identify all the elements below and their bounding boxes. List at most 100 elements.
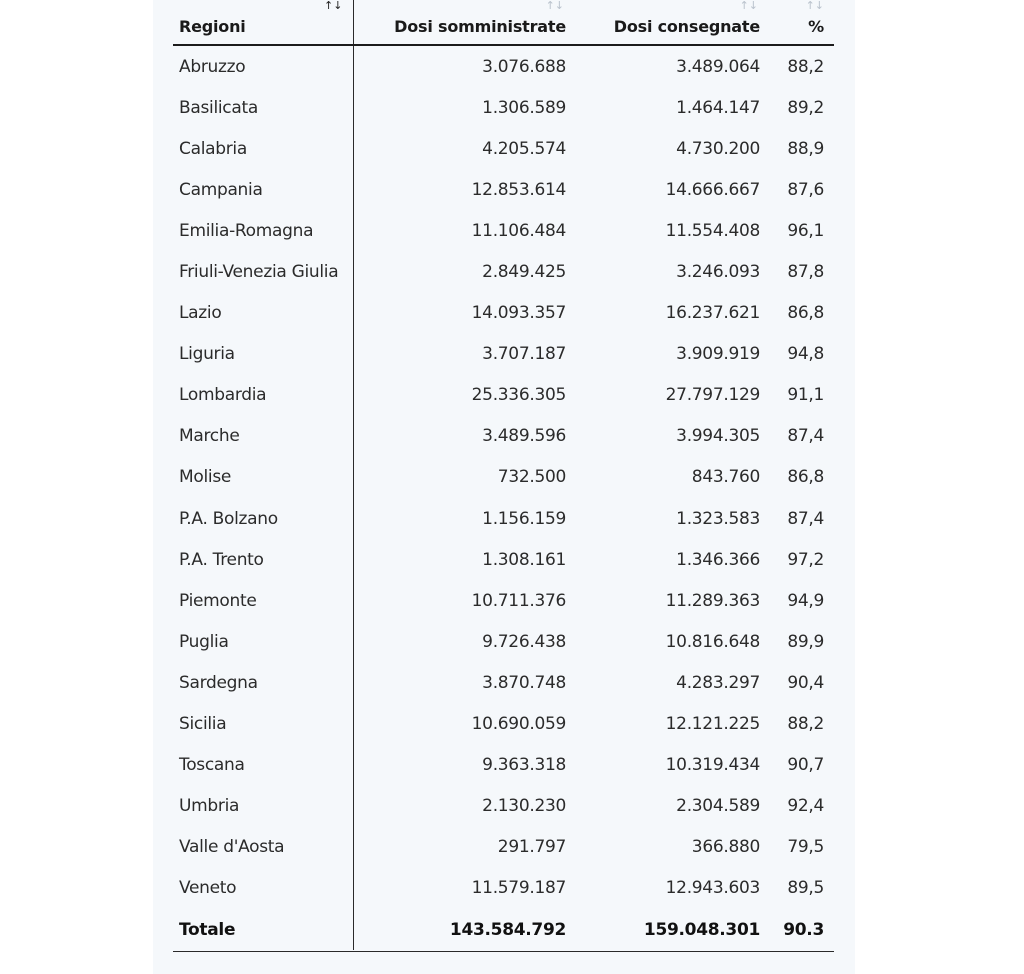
region-cell: Abruzzo [179, 56, 246, 77]
region-cell: Sicilia [179, 714, 227, 735]
delivered-cell: 1.464.147 [676, 97, 760, 118]
region-cell: Umbria [179, 796, 240, 817]
table-body: Abruzzo 3.076.688 3.489.064 88,2 Basilicata 1… [173, 46, 834, 909]
administered-cell: 4.205.574 [482, 138, 566, 159]
column-divider [353, 0, 354, 950]
table-row: Sicilia 10.690.059 12.121.225 88,2 [173, 704, 834, 745]
table-row: Basilicata 1.306.589 1.464.147 89,2 [173, 87, 834, 128]
table-row: Friuli-Venezia Giulia 2.849.425 3.246.093 8… [173, 251, 834, 292]
percent-cell: 90,7 [787, 755, 824, 776]
percent-cell: 90,4 [787, 672, 824, 693]
delivered-cell: 3.909.919 [676, 344, 760, 365]
administered-cell: 14.093.357 [471, 303, 567, 324]
administered-cell: 10.711.376 [471, 590, 567, 611]
header-percent[interactable]: % [808, 17, 824, 36]
administered-cell: 3.870.748 [482, 672, 566, 693]
total-delivered: 159.048.301 [643, 919, 760, 940]
region-cell: Piemonte [179, 590, 257, 611]
table-row: Campania 12.853.614 14.666.667 87,6 [173, 169, 834, 210]
sort-regions-icon[interactable]: ↑↓ [324, 0, 343, 12]
table-header: ↑↓ ↑↓ ↑↓ ↑↓ Regioni Dosi somministrate D… [173, 0, 834, 46]
percent-cell: 87,4 [787, 508, 824, 529]
total-percent: 90.3 [783, 919, 824, 940]
percent-cell: 79,5 [787, 837, 824, 858]
region-cell: Lombardia [179, 385, 267, 406]
delivered-cell: 3.246.093 [676, 262, 760, 283]
table-row: Valle d'Aosta 291.797 366.880 79,5 [173, 827, 834, 868]
region-cell: Calabria [179, 138, 247, 159]
delivered-cell: 12.943.603 [665, 878, 761, 899]
sort-delivered-icon[interactable]: ↑↓ [739, 0, 758, 12]
administered-cell: 732.500 [497, 467, 567, 488]
header-administered[interactable]: Dosi somministrate [394, 17, 566, 36]
region-cell: P.A. Trento [179, 549, 264, 570]
table-row: Piemonte 10.711.376 11.289.363 94,9 [173, 580, 834, 621]
percent-cell: 88,2 [787, 714, 824, 735]
delivered-cell: 16.237.621 [665, 303, 761, 324]
percent-cell: 89,5 [787, 878, 824, 899]
administered-cell: 9.363.318 [482, 755, 566, 776]
region-cell: Basilicata [179, 97, 258, 118]
table-row: Sardegna 3.870.748 4.283.297 90,4 [173, 662, 834, 703]
delivered-cell: 27.797.129 [665, 385, 761, 406]
delivered-cell: 3.994.305 [676, 426, 760, 447]
region-cell: Molise [179, 467, 232, 488]
delivered-cell: 4.730.200 [676, 138, 760, 159]
delivered-cell: 366.880 [691, 837, 761, 858]
delivered-cell: 1.346.366 [676, 549, 760, 570]
administered-cell: 2.130.230 [482, 796, 566, 817]
percent-cell: 91,1 [787, 385, 824, 406]
region-cell: Veneto [179, 878, 237, 899]
table-row: Marche 3.489.596 3.994.305 87,4 [173, 416, 834, 457]
percent-cell: 94,8 [787, 344, 824, 365]
administered-cell: 12.853.614 [471, 179, 567, 200]
region-cell: Liguria [179, 344, 235, 365]
percent-cell: 87,4 [787, 426, 824, 447]
delivered-cell: 12.121.225 [665, 714, 761, 735]
total-label: Totale [179, 919, 236, 940]
percent-cell: 88,9 [787, 138, 824, 159]
region-cell: Lazio [179, 303, 222, 324]
delivered-cell: 10.319.434 [665, 755, 761, 776]
vaccine-doses-table: ↑↓ ↑↓ ↑↓ ↑↓ Regioni Dosi somministrate D… [173, 0, 834, 952]
table-row: Abruzzo 3.076.688 3.489.064 88,2 [173, 46, 834, 87]
table-row: Molise 732.500 843.760 86,8 [173, 457, 834, 498]
header-delivered[interactable]: Dosi consegnate [613, 17, 760, 36]
percent-cell: 96,1 [787, 220, 824, 241]
percent-cell: 97,2 [787, 549, 824, 570]
table-row: Liguria 3.707.187 3.909.919 94,8 [173, 334, 834, 375]
administered-cell: 11.579.187 [471, 878, 567, 899]
administered-cell: 3.076.688 [482, 56, 566, 77]
table-row: P.A. Trento 1.308.161 1.346.366 97,2 [173, 539, 834, 580]
administered-cell: 291.797 [497, 837, 567, 858]
region-cell: Puglia [179, 631, 229, 652]
region-cell: Friuli-Venezia Giulia [179, 262, 339, 283]
table-row: Emilia-Romagna 11.106.484 11.554.408 96,1 [173, 210, 834, 251]
percent-cell: 89,2 [787, 97, 824, 118]
delivered-cell: 2.304.589 [676, 796, 760, 817]
administered-cell: 11.106.484 [471, 220, 567, 241]
region-cell: Emilia-Romagna [179, 220, 314, 241]
delivered-cell: 1.323.583 [676, 508, 760, 529]
region-cell: Campania [179, 179, 263, 200]
header-regions[interactable]: Regioni [179, 17, 246, 36]
total-row: Totale 143.584.792 159.048.301 90.3 [173, 909, 834, 952]
delivered-cell: 14.666.667 [665, 179, 761, 200]
table-row: Veneto 11.579.187 12.943.603 89,5 [173, 868, 834, 909]
percent-cell: 86,8 [787, 303, 824, 324]
sort-percent-icon[interactable]: ↑↓ [805, 0, 824, 12]
percent-cell: 89,9 [787, 631, 824, 652]
delivered-cell: 843.760 [691, 467, 761, 488]
percent-cell: 86,8 [787, 467, 824, 488]
sort-administered-icon[interactable]: ↑↓ [545, 0, 564, 12]
delivered-cell: 4.283.297 [676, 672, 760, 693]
table-row: Lombardia 25.336.305 27.797.129 91,1 [173, 375, 834, 416]
table-row: Lazio 14.093.357 16.237.621 86,8 [173, 293, 834, 334]
administered-cell: 1.306.589 [482, 97, 566, 118]
administered-cell: 2.849.425 [482, 262, 566, 283]
region-cell: Valle d'Aosta [179, 837, 285, 858]
administered-cell: 3.489.596 [482, 426, 566, 447]
administered-cell: 25.336.305 [471, 385, 567, 406]
region-cell: Sardegna [179, 672, 258, 693]
delivered-cell: 11.554.408 [665, 220, 761, 241]
